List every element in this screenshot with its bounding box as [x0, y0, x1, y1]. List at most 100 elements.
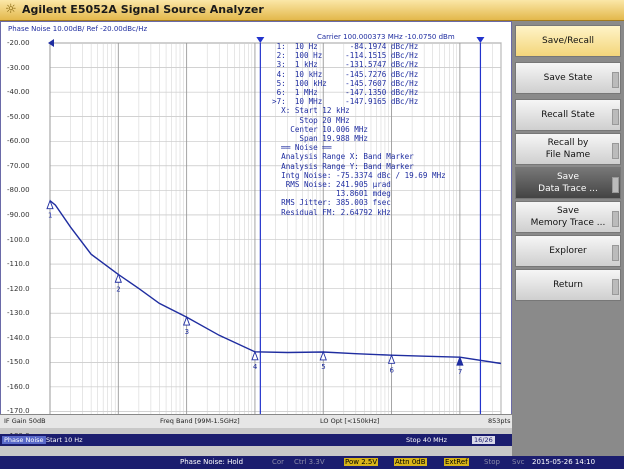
softkey-label: Save State	[543, 73, 593, 83]
marker-6-label: 6	[390, 366, 395, 374]
reference-level-icon	[48, 39, 54, 47]
readout-line: >7: 10 MHz -147.9165 dBc/Hz	[272, 97, 419, 107]
marker-6-icon	[387, 353, 396, 364]
band-start-arrow-icon	[256, 37, 265, 43]
softkey-recall-state[interactable]: Recall State	[515, 99, 621, 131]
trace-tag[interactable]: Phase Noise	[2, 436, 46, 444]
softkey-save-memory-trace[interactable]: Save Memory Trace ...	[515, 201, 621, 233]
instrument-status-bar: Phase Noise: Hold Cor Ctrl 3.3V Pow 2.5V…	[0, 456, 624, 469]
marker-3-icon	[182, 315, 191, 326]
softkey-tab-icon	[612, 109, 619, 125]
attn-status: Attn 0dB	[394, 458, 427, 466]
carrier-readout: Carrier 100.000373 MHz -10.0750 dBm	[317, 33, 455, 41]
ctrl-status: Ctrl 3.3V	[294, 458, 325, 466]
readout-line: 2: 100 Hz -114.1515 dBc/Hz	[272, 51, 419, 61]
readout-line: Analysis Range X: Band Marker	[272, 152, 414, 162]
y-tick-label: -40.00	[7, 88, 30, 97]
stop-freq[interactable]: Stop 40 MHz	[406, 436, 448, 444]
y-tick-label: -90.00	[7, 210, 30, 219]
readout-line: Span 19.988 MHz	[272, 134, 369, 144]
y-tick-label: -110.0	[7, 260, 30, 269]
softkey-tab-icon	[612, 177, 619, 193]
readout-line: 5: 100 kHz -145.7607 dBc/Hz	[272, 78, 419, 88]
marker-5-label: 5	[321, 363, 325, 371]
softkey-tab-icon	[612, 143, 619, 159]
softkey-label: Explorer	[549, 246, 587, 256]
readout-line: Stop 20 MHz	[272, 115, 350, 125]
softkey-tab-icon	[612, 279, 619, 295]
readout-line: Residual FM: 2.64792 kHz	[272, 207, 391, 217]
y-tick-label: -70.00	[7, 161, 30, 170]
start-freq[interactable]: Start 10 Hz	[46, 436, 83, 444]
softkey-save-recall[interactable]: Save/Recall	[515, 25, 621, 57]
marker-7-label: 7	[458, 368, 462, 376]
readout-line: 3: 1 kHz -131.5747 dBc/Hz	[272, 60, 419, 70]
softkey-label: Save Memory Trace ...	[530, 206, 606, 228]
readout-line: 4: 10 kHz -145.7276 dBc/Hz	[272, 69, 419, 79]
trace-header: Phase Noise 10.00dB/ Ref -20.00dBc/Hz	[8, 25, 148, 33]
marker-readout: 1: 10 Hz -84.1974 dBc/Hz 2: 100 Hz -114.…	[272, 42, 446, 217]
marker-5-icon	[319, 350, 327, 361]
softkey-tab-icon	[612, 72, 619, 88]
readout-line: Center 10.006 MHz	[272, 124, 369, 134]
page-indicator: 16/26	[472, 436, 495, 444]
extref-status: ExtRef	[444, 458, 469, 466]
marker-3-label: 3	[185, 328, 189, 336]
freq-band[interactable]: Freq Band [99M-1.5GHz]	[160, 417, 240, 425]
y-tick-label: -130.0	[7, 309, 30, 318]
phase-noise-plot[interactable]: 1 2 3 4 5 6 7 Phase Noise 10.00dB/ Ref -20.00d…	[0, 21, 512, 440]
readout-line: RMS Jitter: 385.003 fsec	[272, 198, 391, 208]
readout-line: X: Start 12 kHz	[272, 106, 350, 116]
measurement-settings-bar: IF Gain 50dB Freq Band [99M-1.5GHz] LO O…	[0, 414, 512, 428]
marker-1-icon	[46, 199, 54, 210]
y-tick-label: -140.0	[7, 333, 30, 342]
window-title: Agilent E5052A Signal Source Analyzer	[22, 3, 264, 16]
cor-status: Cor	[272, 458, 285, 466]
mode-status: Phase Noise: Hold	[180, 458, 244, 466]
lo-opt[interactable]: LO Opt [<150kHz]	[320, 417, 380, 425]
pow-status: Pow 2.5V	[344, 458, 379, 466]
softkey-label: Return	[553, 280, 583, 290]
softkey-label: Recall by File Name	[545, 138, 591, 160]
y-tick-label: -50.00	[7, 112, 30, 121]
marker-2-icon	[114, 272, 122, 283]
sun-logo-icon: ☼	[5, 2, 17, 17]
y-tick-label: -80.00	[7, 186, 30, 195]
marker-4-icon	[251, 350, 259, 361]
softkey-save-data-trace[interactable]: Save Data Trace ...	[515, 167, 621, 199]
y-tick-label: -170.0	[7, 407, 30, 416]
softkey-label: Recall State	[541, 110, 595, 120]
y-tick-label: -100.0	[7, 235, 30, 244]
softkey-recall-by-file-name[interactable]: Recall by File Name	[515, 133, 621, 165]
y-tick-label: -60.00	[7, 137, 30, 146]
softkey-save-state[interactable]: Save State	[515, 62, 621, 94]
phase-noise-trace	[49, 200, 502, 365]
points-count[interactable]: 853pts	[488, 417, 511, 425]
readout-line: Intg Noise: -75.3374 dBc / 19.69 MHz	[272, 170, 446, 180]
readout-line: RMS Noise: 241.905 µrad	[272, 180, 391, 190]
softkey-tab-icon	[612, 245, 619, 261]
svc-status: Svc	[512, 458, 525, 466]
y-tick-label: -160.0	[7, 382, 30, 391]
y-tick-label: -30.00	[7, 63, 30, 72]
y-tick-label: -20.00	[7, 39, 45, 47]
readout-line: ══ Noise ══	[272, 143, 332, 153]
softkey-panel: Save/Recall Save State Recall State Recall …	[512, 21, 624, 456]
y-tick-label: -150.0	[7, 358, 30, 367]
softkey-tab-icon	[612, 211, 619, 227]
readout-line: 6: 1 MHz -147.1350 dBc/Hz	[272, 88, 419, 98]
if-gain[interactable]: IF Gain 50dB	[4, 417, 46, 425]
softkey-label: Save Data Trace ...	[538, 172, 598, 194]
readout-line: 13.8601 mdeg	[272, 189, 391, 199]
softkey-explorer[interactable]: Explorer	[515, 235, 621, 267]
stop-status: Stop	[484, 458, 500, 466]
readout-line: Analysis Range Y: Band Marker	[272, 161, 414, 171]
marker-1-label: 1	[48, 212, 52, 220]
marker-2-label: 2	[116, 285, 120, 293]
y-tick-label: -120.0	[7, 284, 30, 293]
marker-4-label: 4	[253, 363, 258, 371]
phase-noise-chart: 1 2 3 4 5 6 7	[46, 37, 502, 423]
title-bar: ☼ Agilent E5052A Signal Source Analyzer	[0, 0, 624, 21]
softkey-return[interactable]: Return	[515, 269, 621, 301]
date-time: 2015-05-26 14:10	[532, 458, 596, 466]
